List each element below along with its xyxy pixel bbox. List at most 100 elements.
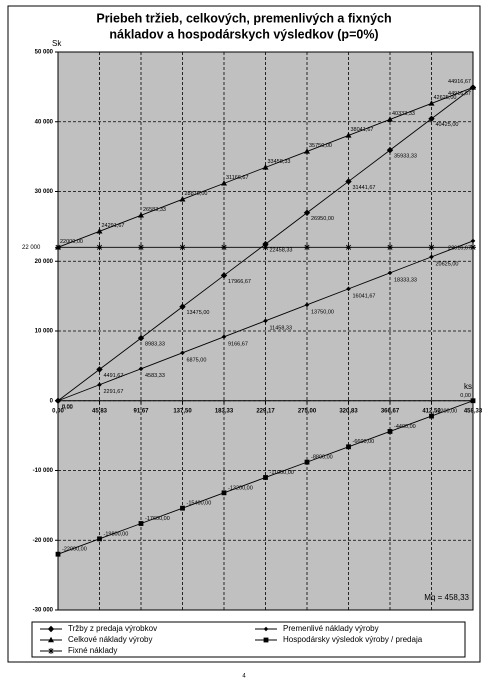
marker [96,366,103,373]
data-label: 22458,33 [270,248,293,254]
marker [429,413,434,419]
data-label: 2291,67 [104,389,124,395]
data-label: -6600,00 [353,439,375,445]
x-tick-label: 45,83 [92,408,108,414]
x-tick-label: 183,33 [215,408,234,414]
marker [97,536,102,542]
marker [263,318,268,324]
data-label: 38041,67 [351,127,374,133]
marker [304,148,310,154]
data-label: 35933,33 [394,154,417,160]
marker [304,459,310,465]
marker [55,398,61,404]
data-label: -22000,00 [62,547,87,553]
data-label: 17966,67 [228,279,251,285]
legend-label: Fixné náklady [68,646,117,655]
data-label: 42625,00 [434,95,457,101]
marker [263,637,269,643]
data-label: 4491,67 [104,373,124,379]
data-label: 33458,33 [268,159,291,165]
marker [179,196,186,202]
legend-label: Hospodársky výsledok výroby / predaja [283,635,423,644]
data-label: 22916,67 [448,245,471,251]
legend-label: Tržby z predaja výrobkov [68,624,157,633]
marker [48,636,54,643]
y-tick-label: 40 000 [35,119,54,125]
marker [138,521,144,526]
marker [47,625,55,633]
data-label: -2200,00 [436,409,458,415]
data-label: 4583,33 [145,373,165,379]
y-marker-label: 22 000 [22,245,41,251]
marker [48,648,54,654]
legend-box [31,621,466,658]
x-tick-label: 0,00 [52,408,64,414]
marker [138,212,144,218]
y-axis-label: Sk [52,39,62,48]
marker [304,302,310,308]
marker [221,180,227,186]
marker [387,429,393,434]
marker [303,209,311,216]
marker [428,100,435,106]
data-label: 40333,33 [392,111,415,117]
data-label: -15400,00 [187,501,212,507]
data-label: -8800,00 [311,455,333,461]
data-label: 24291,67 [102,223,125,229]
data-label: -17600,00 [145,516,170,522]
marker [387,270,393,276]
marker [470,238,476,244]
marker [428,115,435,122]
marker [262,244,269,251]
data-label: 11458,33 [270,325,293,331]
marker [387,116,393,122]
data-label: 31441,67 [353,185,376,191]
marker [137,334,145,342]
x-tick-label: 91,67 [133,408,149,414]
data-label: 9166,67 [228,341,248,347]
marker [470,398,476,404]
data-label: 44916,67 [448,91,471,97]
data-label: 31166,67 [226,175,249,181]
data-label: -4400,00 [394,424,416,430]
y-tick-label: 0 [50,398,54,404]
annotation: Mq = 458,33 [424,593,469,602]
marker [221,490,227,496]
data-label: 26950,00 [311,216,334,222]
legend-label: Premenlivé náklady výroby [283,624,379,633]
data-label: 26583,33 [143,207,166,213]
marker [138,366,144,372]
y-tick-label: -30 000 [33,608,54,614]
y-tick-label: 10 000 [35,329,54,335]
marker [470,244,476,251]
x-tick-label: 412,50 [422,408,441,414]
marker [262,164,269,170]
marker [180,350,185,356]
marker [221,244,227,251]
x-tick-label: 366,67 [381,408,400,414]
marker [470,84,476,90]
data-label: 13750,00 [311,309,334,315]
x-tick-label: 137,50 [173,408,192,414]
marker [180,505,185,511]
marker [345,244,352,251]
y-tick-label: 50 000 [35,50,54,56]
page-number: 4 [242,674,246,680]
marker [346,286,351,292]
marker [55,551,61,557]
marker [179,244,186,251]
marker [138,244,144,251]
marker [221,334,227,340]
x-tick-label: 229,17 [256,408,275,414]
data-label: -13200,00 [228,485,253,491]
data-label: 44916,67 [448,79,471,85]
data-label: 28875,00 [185,191,208,197]
data-label: -11000,00 [270,470,294,476]
marker [386,146,394,154]
legend-label: Celkové náklady výroby [68,635,152,644]
data-label: 6875,00 [187,357,207,363]
data-label: 16041,67 [353,293,376,299]
data-label: 35750,00 [309,143,332,149]
y-tick-label: -20 000 [33,538,54,544]
